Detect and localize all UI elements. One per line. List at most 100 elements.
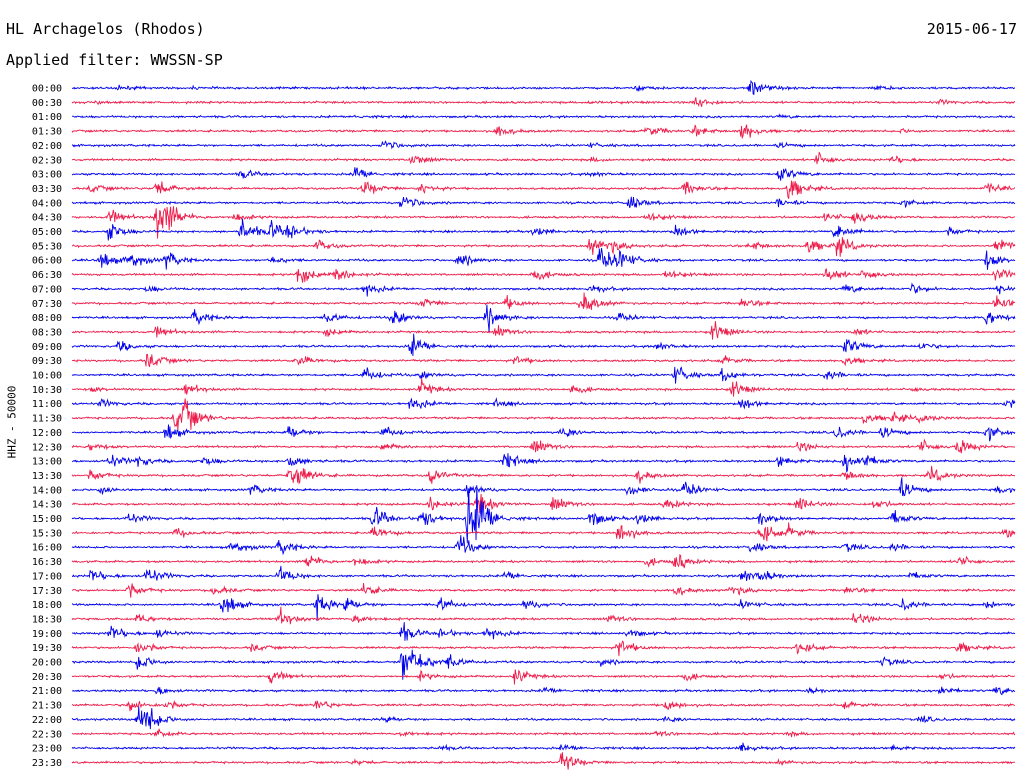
time-tick-label: 17:30 — [32, 586, 62, 597]
time-tick-label: 01:30 — [32, 127, 62, 138]
seismic-trace-2230 — [71, 728, 1016, 738]
time-tick-label: 06:30 — [32, 270, 62, 281]
time-tick-label: 03:00 — [32, 170, 62, 181]
seismic-trace-1630 — [71, 553, 1016, 569]
time-tick-label: 08:00 — [32, 313, 62, 324]
seismic-trace-0730 — [71, 292, 1016, 310]
seismic-trace-1930 — [71, 640, 1016, 657]
seismic-trace-0130 — [71, 124, 1016, 140]
seismic-trace-0330 — [71, 180, 1016, 199]
seismic-trace-1300 — [71, 453, 1016, 473]
time-tick-label: 11:00 — [32, 399, 62, 410]
time-tick-label: 09:30 — [32, 356, 62, 367]
seismic-trace-0530 — [71, 237, 1016, 257]
time-tick-label: 12:00 — [32, 428, 62, 439]
time-tick-label: 21:30 — [32, 701, 62, 712]
seismic-trace-1500 — [71, 485, 1016, 544]
time-tick-label: 02:30 — [32, 155, 62, 166]
seismic-trace-0900 — [71, 333, 1016, 356]
seismic-trace-1030 — [71, 378, 1016, 397]
time-tick-label: 22:00 — [32, 715, 62, 726]
seismic-trace-1100 — [71, 397, 1016, 410]
seismic-trace-1830 — [71, 606, 1016, 625]
seismic-trace-1230 — [71, 438, 1016, 454]
seismic-trace-1530 — [71, 522, 1016, 542]
time-tick-label: 14:30 — [32, 500, 62, 511]
seismic-trace-2330 — [71, 752, 1016, 770]
seismic-trace-1600 — [71, 535, 1016, 556]
time-tick-label: 01:00 — [32, 112, 62, 123]
time-tick-label: 19:30 — [32, 643, 62, 654]
seismic-trace-2000 — [71, 649, 1016, 680]
seismic-trace-0230 — [71, 151, 1016, 165]
time-tick-label: 05:00 — [32, 227, 62, 238]
seismic-trace-2300 — [71, 742, 1016, 752]
time-tick-label: 09:00 — [32, 342, 62, 353]
seismic-trace-0300 — [71, 167, 1016, 181]
seismic-trace-1200 — [71, 424, 1016, 442]
seismic-trace-0700 — [71, 282, 1016, 297]
time-tick-label: 11:30 — [32, 414, 62, 425]
seismic-trace-0200 — [71, 140, 1016, 150]
time-tick-label: 04:00 — [32, 198, 62, 209]
time-tick-label: 03:30 — [32, 184, 62, 195]
time-tick-label: 19:00 — [32, 629, 62, 640]
seismic-trace-1700 — [71, 565, 1016, 581]
seismic-trace-0430 — [71, 206, 1016, 239]
filter-label: Applied filter: WWSSN-SP — [6, 51, 223, 69]
time-tick-label: 12:30 — [32, 442, 62, 453]
time-tick-label: 23:00 — [32, 744, 62, 755]
seismic-trace-1430 — [71, 493, 1016, 514]
time-tick-label: 13:00 — [32, 457, 62, 468]
time-tick-label: 13:30 — [32, 471, 62, 482]
seismic-trace-0030 — [71, 97, 1016, 108]
seismic-trace-1730 — [71, 582, 1016, 598]
time-tick-label: 18:30 — [32, 614, 62, 625]
time-tick-label: 20:30 — [32, 672, 62, 683]
time-tick-label: 17:00 — [32, 571, 62, 582]
time-tick-label: 08:30 — [32, 327, 62, 338]
seismic-trace-2200 — [71, 706, 1016, 730]
time-tick-label: 10:00 — [32, 371, 62, 382]
seismic-trace-0600 — [71, 247, 1016, 270]
seismic-trace-2130 — [71, 699, 1016, 712]
time-tick-label: 07:00 — [32, 284, 62, 295]
station-title: HL Archagelos (Rhodos) — [6, 20, 205, 38]
seismic-trace-0800 — [71, 304, 1016, 333]
time-tick-label: 22:30 — [32, 729, 62, 740]
time-tick-label: 00:00 — [32, 84, 62, 95]
date-label: 2015-06-17 — [926, 20, 1017, 38]
seismic-trace-0930 — [71, 353, 1016, 368]
time-tick-label: 02:00 — [32, 141, 62, 152]
time-tick-label: 15:00 — [32, 514, 62, 525]
seismic-trace-1400 — [71, 477, 1016, 498]
time-tick-label: 15:30 — [32, 528, 62, 539]
seismic-trace-0830 — [71, 321, 1016, 340]
time-tick-label: 00:30 — [32, 98, 62, 109]
seismic-trace-1130 — [71, 398, 1016, 431]
time-tick-label: 05:30 — [32, 241, 62, 252]
seismic-trace-0000 — [71, 79, 1016, 96]
time-tick-label: 07:30 — [32, 299, 62, 310]
time-tick-label: 20:00 — [32, 658, 62, 669]
seismic-trace-0100 — [71, 113, 1016, 120]
seismic-trace-0400 — [71, 196, 1016, 209]
seismic-trace-1000 — [71, 366, 1016, 384]
time-tick-label: 16:00 — [32, 543, 62, 554]
seismic-trace-0500 — [71, 218, 1016, 241]
time-tick-label: 18:00 — [32, 600, 62, 611]
seismic-trace-2100 — [71, 686, 1016, 696]
time-tick-label: 23:30 — [32, 758, 62, 769]
time-tick-label: 10:30 — [32, 385, 62, 396]
seismic-trace-2030 — [71, 669, 1016, 685]
time-tick-label: 14:00 — [32, 485, 62, 496]
seismic-trace-1900 — [71, 622, 1016, 641]
time-tick-label: 06:00 — [32, 256, 62, 267]
time-tick-label: 16:30 — [32, 557, 62, 568]
time-tick-label: 21:00 — [32, 686, 62, 697]
seismic-trace-1330 — [71, 465, 1016, 485]
seismic-trace-0630 — [71, 268, 1016, 283]
seismic-trace-1800 — [71, 594, 1016, 621]
time-tick-label: 04:30 — [32, 213, 62, 224]
